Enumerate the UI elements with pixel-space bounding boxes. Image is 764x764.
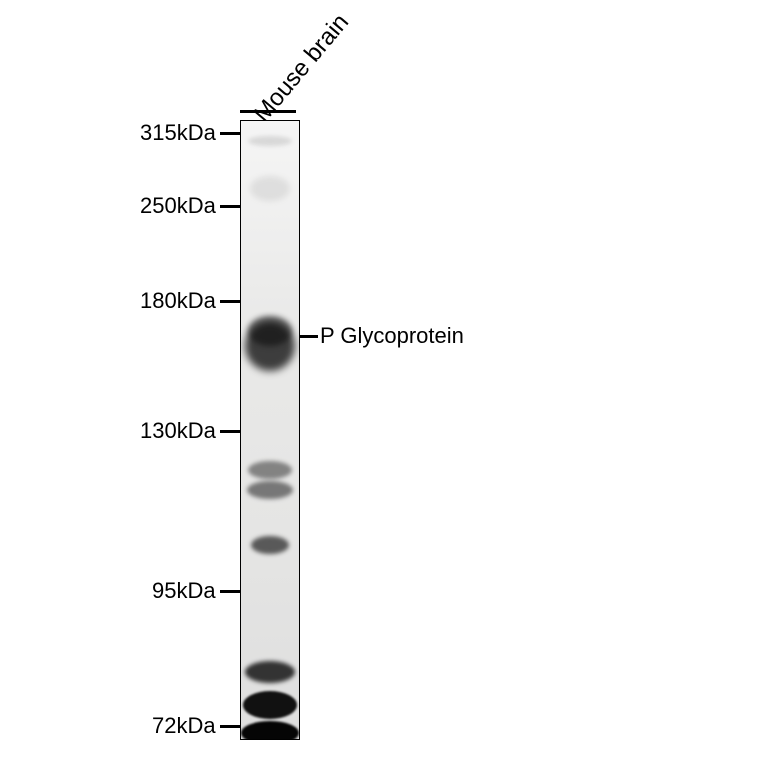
- protein-tick: [300, 335, 318, 338]
- marker-label: 130kDa: [140, 418, 216, 444]
- blot-band: [247, 481, 293, 499]
- blot-band: [248, 316, 292, 346]
- marker-label: 72kDa: [152, 713, 216, 739]
- blot-band: [241, 721, 299, 740]
- marker-tick: [220, 132, 240, 135]
- marker-tick: [220, 205, 240, 208]
- marker-tick: [220, 300, 240, 303]
- blot-band: [245, 661, 295, 683]
- marker-label: 95kDa: [152, 578, 216, 604]
- marker-label: 315kDa: [140, 120, 216, 146]
- blot-band: [248, 461, 292, 479]
- marker-label: 250kDa: [140, 193, 216, 219]
- protein-label: P Glycoprotein: [320, 323, 464, 349]
- blot-band: [250, 176, 290, 201]
- marker-tick: [220, 430, 240, 433]
- marker-tick: [220, 725, 240, 728]
- lane-top-bar: [240, 110, 296, 113]
- blot-band: [243, 691, 297, 719]
- lane-background: [240, 120, 300, 740]
- blot-band: [248, 136, 292, 146]
- marker-tick: [220, 590, 240, 593]
- blot-band: [251, 536, 289, 554]
- blot-lane: [240, 120, 300, 740]
- marker-label: 180kDa: [140, 288, 216, 314]
